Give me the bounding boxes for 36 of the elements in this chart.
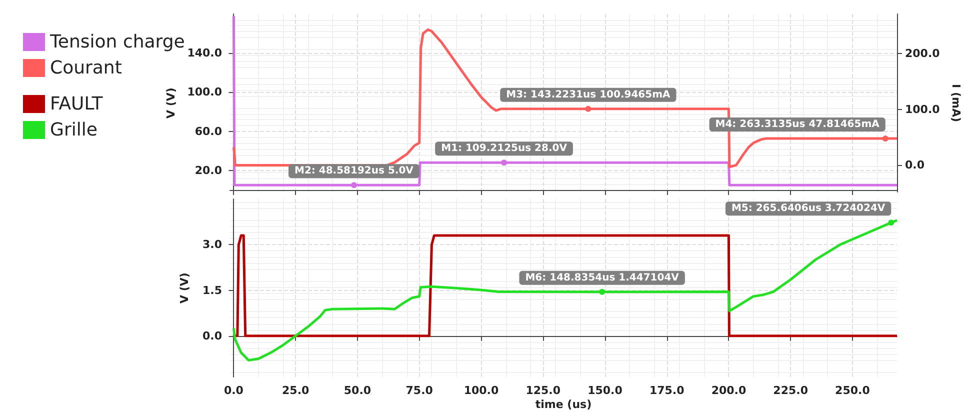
y2-tick-label: 100.0 — [905, 102, 940, 116]
y-tick-label: 140.0 — [187, 46, 222, 60]
y-tick-label: 3.0 — [202, 238, 222, 252]
legend-label: Grille — [50, 120, 98, 140]
x-tick-label: 75.0 — [406, 384, 434, 397]
x-axis-title: time (us) — [535, 398, 592, 411]
y-tick-label: 20.0 — [194, 164, 222, 177]
data-label: M3: 143.2231us 100.9465mA — [506, 89, 670, 100]
x-tick-label: 200.0 — [711, 384, 746, 397]
x-tick-label: 100.0 — [464, 384, 499, 397]
x-tick-label: 225.0 — [773, 384, 808, 397]
line-series — [232, 219, 898, 362]
y-tick-label: 60.0 — [194, 124, 222, 138]
data-label: M4: 263.3135us 47.81465mA — [715, 119, 880, 130]
x-tick-label: 125.0 — [526, 384, 561, 397]
y-tick-label: 1.5 — [202, 284, 222, 297]
y2-tick-label: 200.0 — [905, 47, 940, 60]
data-label: M1: 109.2125us 28.0V — [441, 143, 568, 154]
data-label: M2: 48.58192us 5.0V — [294, 166, 414, 177]
y2-tick-label: 0.0 — [905, 158, 925, 172]
y-tick-label: 0.0 — [202, 329, 222, 342]
data-label: M6: 148.8354us 1.447104V — [525, 272, 680, 284]
y-axis-title: V (V) — [164, 88, 178, 118]
y-axis-title: V (V) — [178, 272, 191, 304]
y2-axis-title: I (mA) — [950, 84, 963, 122]
data-label: M5: 265.6406us 3.724024V — [731, 203, 886, 214]
x-tick-label: 150.0 — [588, 384, 623, 397]
x-tick-label: 0.0 — [224, 384, 244, 397]
y-tick-label: 100.0 — [187, 86, 222, 99]
legend-label: Tension charge — [49, 32, 185, 52]
x-tick-label: 175.0 — [649, 384, 685, 397]
x-tick-label: 50.0 — [344, 384, 372, 397]
x-tick-label: 250.0 — [835, 384, 870, 397]
x-tick-label: 25.0 — [282, 384, 310, 397]
legend-label: FAULT — [50, 94, 104, 114]
legend-label: Courant — [50, 58, 122, 78]
